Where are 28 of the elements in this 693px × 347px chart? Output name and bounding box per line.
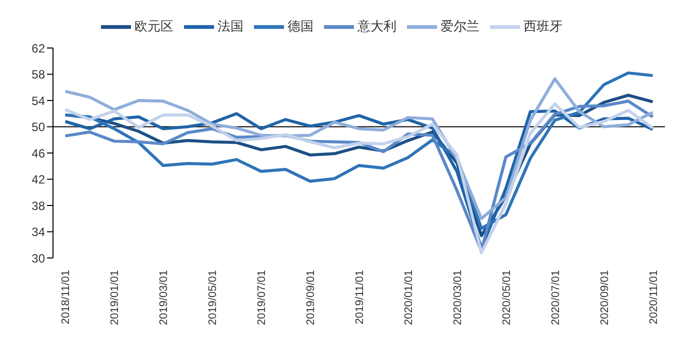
y-tick-label: 46 (32, 146, 46, 160)
x-tick-label: 2020/03/01 (452, 270, 464, 326)
x-tick-label: 2019/11/01 (354, 270, 366, 324)
y-tick-label: 54 (32, 94, 46, 108)
y-tick-label: 38 (32, 198, 46, 213)
legend-label: 欧元区 (134, 18, 174, 34)
x-tick-label: 2019/09/01 (305, 270, 318, 326)
x-tick-label: 2020/07/01 (550, 270, 562, 326)
y-tick-label: 50 (32, 120, 46, 134)
y-tick-label: 58 (32, 68, 46, 82)
legend-label: 德国 (288, 18, 314, 34)
x-tick-label: 2019/07/01 (256, 270, 268, 326)
legend-label: 法国 (218, 18, 244, 34)
legend-label: 意大利 (358, 18, 396, 34)
y-tick-label: 42 (32, 172, 46, 187)
x-tick-label: 2019/05/01 (207, 270, 220, 326)
x-tick-label: 2020/05/01 (500, 270, 513, 326)
y-tick-label: 30 (32, 251, 46, 266)
x-tick-label: 2020/01/01 (402, 270, 415, 326)
x-tick-label: 2019/01/01 (109, 270, 122, 326)
legend-label: 爱尔兰 (440, 18, 480, 34)
x-tick-label: 2018/11/01 (60, 270, 72, 324)
x-tick-label: 2020/09/01 (598, 270, 611, 326)
y-tick-label: 62 (32, 41, 46, 56)
x-tick-label: 2019/03/01 (158, 270, 170, 326)
y-tick-label: 34 (32, 225, 46, 240)
legend-label: 西班牙 (524, 18, 562, 34)
x-tick-label: 2020/11/01 (648, 270, 660, 324)
